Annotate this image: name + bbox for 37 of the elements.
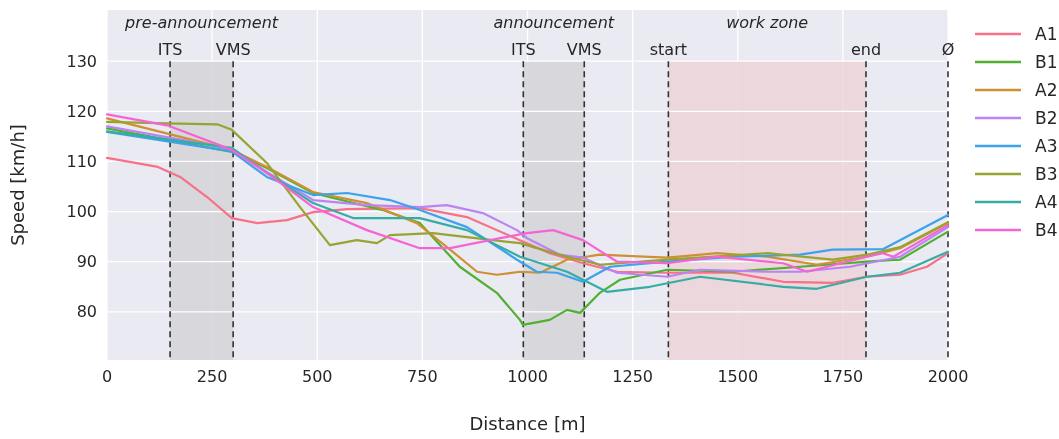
y-axis-title: Speed [km/h] xyxy=(7,124,28,246)
ref-line-label: end xyxy=(850,40,882,60)
ref-line-label: Ø xyxy=(941,40,955,60)
legend-label: A2 xyxy=(1035,79,1058,100)
legend-label: B4 xyxy=(1035,219,1058,240)
ref-line-label: ITS xyxy=(510,40,536,60)
y-tick-label: 90 xyxy=(76,252,97,272)
ref-line-label: VMS xyxy=(215,40,251,60)
x-tick-label: 1750 xyxy=(822,367,864,386)
line-series xyxy=(105,156,950,284)
x-tick-label: 1000 xyxy=(507,367,548,386)
ref-line-label: VMS xyxy=(566,40,602,60)
legend-label: A1 xyxy=(1035,23,1058,44)
legend-label: A3 xyxy=(1035,135,1058,156)
line-series xyxy=(105,127,950,326)
legend-label: B2 xyxy=(1035,107,1058,128)
y-tick-label: 100 xyxy=(66,202,97,222)
x-tick-label: 2000 xyxy=(927,367,969,386)
x-tick-label: 1250 xyxy=(612,367,653,386)
y-tick-label: 110 xyxy=(66,152,97,172)
x-tick-label: 0 xyxy=(101,367,113,386)
legend-label: B3 xyxy=(1035,163,1058,184)
x-tick-label: 750 xyxy=(407,367,438,386)
y-tick-label: 120 xyxy=(66,101,97,121)
band-label: work zone xyxy=(726,13,809,32)
x-tick-label: 250 xyxy=(196,367,228,386)
band-label: pre-announcement xyxy=(124,13,279,32)
y-tick-label: 80 xyxy=(76,302,97,322)
ref-line-label: start xyxy=(649,40,687,60)
band-label: announcement xyxy=(493,13,615,32)
ref-line-label: ITS xyxy=(157,40,183,60)
x-tick-label: 500 xyxy=(301,367,333,386)
legend-label: A4 xyxy=(1035,191,1058,212)
x-tick-label: 1500 xyxy=(717,367,759,386)
x-axis-title: Distance [m] xyxy=(469,413,586,434)
y-tick-label: 130 xyxy=(66,51,97,71)
legend-label: B1 xyxy=(1035,51,1058,72)
